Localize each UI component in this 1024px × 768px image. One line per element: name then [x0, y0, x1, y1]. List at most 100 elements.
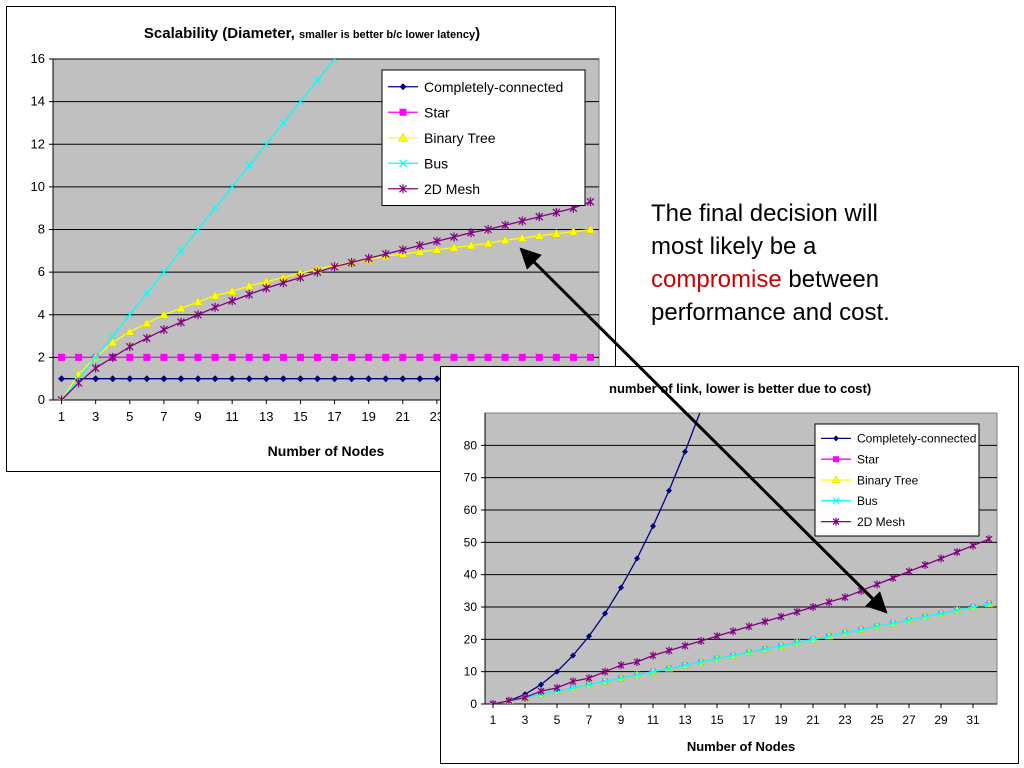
x-tick-label: 17 [742, 713, 756, 727]
y-tick-label: 12 [31, 136, 45, 151]
legend-label: Bus [857, 494, 878, 508]
data-point [348, 354, 355, 361]
cost-chart: number of link, lower is better due to c… [440, 366, 1019, 764]
y-tick-label: 80 [464, 438, 478, 452]
x-tick-label: 7 [586, 713, 593, 727]
data-point [502, 354, 509, 361]
data-point [246, 354, 253, 361]
data-point [58, 354, 65, 361]
callout-line-3: compromise between [651, 263, 981, 296]
data-point [143, 354, 150, 361]
x-tick-label: 9 [618, 713, 625, 727]
x-tick-label: 11 [225, 409, 239, 424]
x-tick-label: 21 [396, 409, 410, 424]
data-point [698, 407, 704, 413]
x-tick-label: 19 [361, 409, 375, 424]
x-tick-label: 13 [259, 409, 273, 424]
x-tick-label: 25 [870, 713, 884, 727]
data-point [314, 354, 321, 361]
callout-line-4: performance and cost. [651, 296, 981, 329]
data-point [536, 354, 543, 361]
x-tick-label: 3 [92, 409, 99, 424]
x-tick-label: 17 [327, 409, 341, 424]
x-tick-label: 27 [902, 713, 916, 727]
data-point [229, 354, 236, 361]
y-tick-label: 4 [38, 307, 45, 322]
x-tick-label: 19 [774, 713, 788, 727]
x-tick-label: 11 [647, 713, 660, 727]
callout-line-3-rest: between [782, 266, 879, 293]
x-tick-label: 15 [710, 713, 724, 727]
y-tick-label: 0 [38, 392, 45, 407]
data-point [468, 354, 475, 361]
legend-label: 2D Mesh [857, 515, 905, 529]
y-tick-label: 10 [31, 179, 45, 194]
callout-line-1: The final decision will [651, 197, 981, 230]
callout-text: The final decision will most likely be a… [651, 197, 981, 329]
data-point [331, 354, 338, 361]
legend-marker [833, 456, 839, 462]
legend-marker [400, 109, 407, 116]
x-tick-label: 1 [58, 409, 65, 424]
callout-highlight: compromise [651, 266, 782, 293]
x-tick-label: 1 [490, 713, 497, 727]
x-tick-label: 29 [934, 713, 948, 727]
data-point [75, 354, 82, 361]
y-tick-label: 60 [464, 503, 478, 517]
data-point [365, 354, 372, 361]
data-point [714, 367, 720, 368]
data-point [519, 354, 526, 361]
data-point [553, 354, 560, 361]
x-tick-label: 5 [126, 409, 133, 424]
legend-label: Binary Tree [857, 473, 919, 487]
x-tick-label: 7 [160, 409, 167, 424]
cost-chart-svg: 010203040506070801 3 5 7 9 11 13 15 17 19 21 23 25 27… [441, 367, 1020, 765]
y-tick-label: 6 [38, 264, 45, 279]
legend-label: Star [424, 104, 450, 120]
legend-label: Completely-connected [857, 432, 976, 446]
x-tick-label: 31 [966, 713, 980, 727]
x-axis-label: Number of Nodes [268, 443, 385, 459]
x-axis-label: Number of Nodes [687, 739, 795, 754]
data-point [399, 354, 406, 361]
legend-label: Completely-connected [424, 79, 563, 95]
data-point [570, 354, 577, 361]
x-tick-label: 15 [293, 409, 307, 424]
data-point [263, 354, 270, 361]
data-point [297, 354, 304, 361]
y-tick-label: 8 [38, 222, 45, 237]
data-point [280, 354, 287, 361]
y-tick-label: 14 [31, 94, 45, 109]
data-point [160, 354, 167, 361]
data-point [450, 354, 457, 361]
callout-line-2: most likely be a [651, 230, 981, 263]
data-point [485, 354, 492, 361]
data-point [212, 354, 219, 361]
x-tick-label: 21 [806, 713, 820, 727]
y-tick-label: 30 [464, 600, 478, 614]
data-point [382, 354, 389, 361]
data-point [195, 354, 202, 361]
y-tick-label: 10 [464, 665, 478, 679]
y-tick-label: 50 [464, 535, 478, 549]
data-point [126, 354, 133, 361]
legend-label: Bus [424, 155, 448, 171]
x-tick-label: 5 [554, 713, 561, 727]
legend-label: 2D Mesh [424, 181, 480, 197]
x-tick-label: 9 [194, 409, 201, 424]
x-tick-label: 13 [678, 713, 692, 727]
legend-label: Star [857, 452, 879, 466]
x-tick-label: 3 [522, 713, 529, 727]
y-tick-label: 70 [464, 471, 478, 485]
y-tick-label: 20 [464, 632, 478, 646]
y-tick-label: 16 [31, 51, 45, 66]
data-point [416, 354, 423, 361]
x-tick-label: 23 [838, 713, 852, 727]
legend-label: Binary Tree [424, 130, 496, 146]
y-tick-label: 40 [464, 568, 478, 582]
data-point [587, 354, 594, 361]
data-point [433, 354, 440, 361]
y-tick-label: 2 [38, 349, 45, 364]
y-tick-label: 0 [470, 697, 477, 711]
data-point [177, 354, 184, 361]
